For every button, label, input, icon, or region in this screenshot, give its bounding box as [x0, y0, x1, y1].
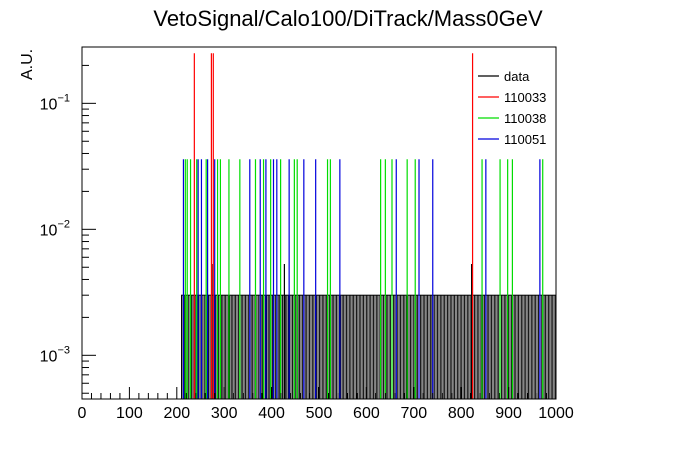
x-tick-label: 1000	[538, 405, 574, 422]
x-axis-ticks: 0 100 200 300 400 500 600 700 800 900 1000	[78, 387, 574, 422]
legend: data 110033 110038 110051	[478, 69, 546, 147]
x-tick-label: 500	[306, 405, 333, 422]
y-axis-label: A.U.	[19, 49, 36, 80]
histogram-bars	[181, 53, 557, 400]
legend-label-110038: 110038	[504, 111, 546, 126]
chart-title: VetoSignal/Calo100/DiTrack/Mass0GeV	[153, 6, 543, 31]
legend-label-data: data	[504, 69, 530, 84]
x-tick-label: 100	[116, 405, 143, 422]
x-tick-label: 700	[400, 405, 427, 422]
plot-frame	[81, 46, 557, 400]
y-tick-label: 10−1	[40, 92, 70, 113]
y-axis-ticks: 10−1 10−2 10−3	[40, 64, 96, 394]
legend-label-110051: 110051	[504, 132, 546, 147]
x-tick-label: 800	[448, 405, 475, 422]
legend-label-110033: 110033	[504, 90, 546, 105]
x-tick-label: 600	[353, 405, 380, 422]
x-tick-label: 900	[495, 405, 522, 422]
x-tick-label: 300	[211, 405, 238, 422]
y-tick-label: 10−3	[40, 344, 70, 365]
y-tick-label: 10−2	[40, 218, 70, 239]
x-tick-label: 400	[258, 405, 285, 422]
x-tick-label: 0	[78, 405, 87, 422]
x-tick-label: 200	[163, 405, 190, 422]
